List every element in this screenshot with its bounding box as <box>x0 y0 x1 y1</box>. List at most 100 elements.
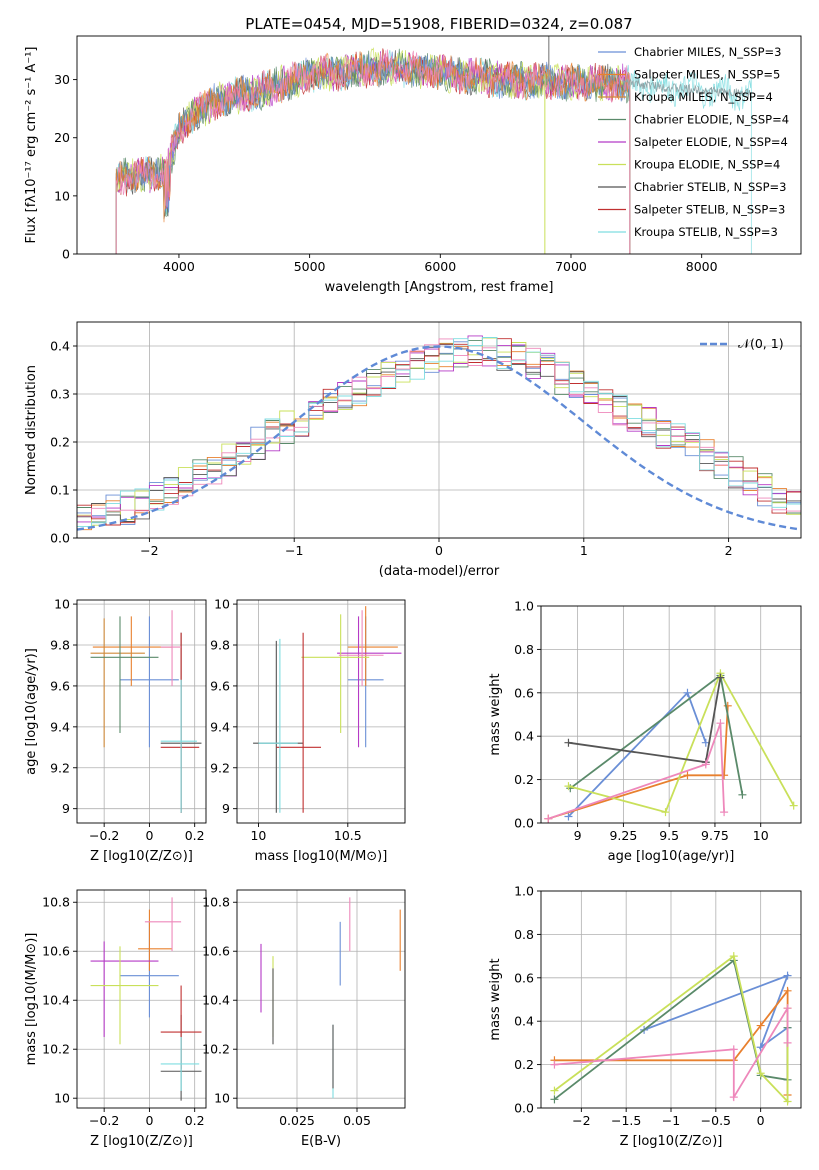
x-tick-label: 6000 <box>424 259 456 274</box>
x-axis-label: Z [log10(Z/Z⊙)] <box>90 1134 193 1149</box>
x-tick-label: 5000 <box>294 259 326 274</box>
weight-marker <box>683 771 692 780</box>
y-axis-label: Normed distribution <box>24 365 39 495</box>
histogram-step <box>77 337 801 527</box>
weight-marker <box>756 1021 765 1030</box>
panel-4: 9 9.25 9.5 9.75 10 0.0 0.2 0.4 0.6 0.8 1.0 age [log… <box>488 599 802 864</box>
histogram-step <box>77 338 801 517</box>
y-tick-label: 0 <box>62 247 70 262</box>
axes-frame <box>236 599 406 824</box>
x-tick-label: 7000 <box>555 259 587 274</box>
y-axis-label: mass weight <box>488 958 503 1040</box>
panel-5: −0.2 0 0.2 10 10.2 10.4 10.6 10.8 Z [log10(Z/Z⊙)… <box>24 889 207 1149</box>
plot-area <box>260 897 401 1099</box>
legend-label: Chabrier ELODIE, N_SSP=4 <box>634 113 789 127</box>
weight-marker <box>550 1095 559 1104</box>
y-axis-label: mass weight <box>488 673 503 755</box>
x-axis-label: age [log10(age/yr)] <box>608 849 735 864</box>
grid <box>77 890 206 1108</box>
x-tick-label: 10.5 <box>334 828 362 843</box>
legend: Chabrier MILES, N_SSP=3 Salpeter MILES, N… <box>598 45 789 239</box>
y-tick-label: 10.8 <box>42 895 70 910</box>
x-tick-label: −1 <box>662 1113 680 1128</box>
x-tick-label: 10 <box>250 828 266 843</box>
y-tick-label: 9.4 <box>210 719 230 734</box>
panel-0: 4000 5000 6000 7000 8000 0 10 20 30 wavelength [A… <box>24 15 802 295</box>
y-tick-label: 9.8 <box>210 638 230 653</box>
y-tick-label: 9.8 <box>50 638 70 653</box>
y-tick-label: 10.4 <box>202 993 230 1008</box>
weight-series <box>548 722 725 820</box>
x-tick-label: 2 <box>725 543 733 558</box>
weight-marker <box>756 1069 765 1078</box>
grid <box>237 600 405 823</box>
legend-label: 𝒩(0, 1) <box>738 336 784 351</box>
x-tick-label: −2 <box>140 543 158 558</box>
axes-frame <box>76 889 207 1109</box>
y-tick-label: 0.2 <box>514 772 534 787</box>
y-tick-label: 0.2 <box>514 1057 534 1072</box>
gaussian-curve <box>77 345 801 531</box>
observed-spectrum <box>622 78 752 99</box>
x-tick-label: −0.2 <box>89 828 119 843</box>
x-axis-label: (data-model)/error <box>379 564 500 579</box>
x-tick-label: 0.2 <box>185 828 205 843</box>
x-tick-label: 9.75 <box>701 828 729 843</box>
y-tick-label: 0.0 <box>514 816 534 831</box>
y-tick-label: 0.0 <box>514 1101 534 1116</box>
x-tick-label: 0.05 <box>343 1113 371 1128</box>
weight-marker <box>729 1093 738 1102</box>
y-tick-label: 10 <box>54 597 70 612</box>
x-tick-label: 4000 <box>163 259 195 274</box>
y-tick-label: 0.1 <box>50 483 70 498</box>
weight-marker <box>716 719 725 728</box>
weight-marker <box>701 760 710 769</box>
legend-label: Salpeter STELIB, N_SSP=3 <box>634 203 785 217</box>
x-tick-label: −0.2 <box>89 1113 119 1128</box>
y-tick-label: 0.6 <box>514 970 534 985</box>
y-tick-label: 0.8 <box>514 927 534 942</box>
weight-marker <box>783 986 792 995</box>
weight-marker <box>783 1097 792 1106</box>
legend-label: Chabrier STELIB, N_SSP=3 <box>634 180 786 194</box>
y-tick-label: 10 <box>54 188 70 203</box>
x-axis-label: mass [log10(M/M⊙)] <box>255 849 388 864</box>
spectrum-line <box>115 49 631 254</box>
weight-marker <box>661 808 670 817</box>
weight-marker <box>564 782 573 791</box>
y-tick-label: 10.6 <box>202 944 230 959</box>
weight-marker <box>783 1004 792 1013</box>
weight-marker <box>550 1060 559 1069</box>
weight-marker <box>716 673 725 682</box>
y-tick-label: 0.4 <box>514 729 534 744</box>
histogram-step <box>77 338 801 526</box>
axes-frame <box>76 35 802 255</box>
y-tick-label: 9 <box>222 801 230 816</box>
grid <box>237 890 405 1108</box>
weight-marker <box>550 1086 559 1095</box>
legend-label: Kroupa STELIB, N_SSP=3 <box>634 225 778 239</box>
y-tick-label: 9.4 <box>50 719 70 734</box>
y-tick-label: 20 <box>54 130 70 145</box>
plot-area <box>550 952 792 1106</box>
plot-area <box>115 36 752 254</box>
x-tick-label: 9 <box>574 828 582 843</box>
x-tick-label: 1 <box>580 543 588 558</box>
weight-marker <box>729 1045 738 1054</box>
weight-series <box>643 974 790 1050</box>
y-tick-label: 10.2 <box>202 1042 230 1057</box>
y-tick-label: 1.0 <box>514 599 534 614</box>
weight-marker <box>720 771 729 780</box>
weight-marker <box>683 688 692 697</box>
y-axis-label: mass [log10(M/M⊙)] <box>24 933 39 1066</box>
x-tick-label: 0 <box>145 828 153 843</box>
weight-series <box>567 691 707 818</box>
x-tick-label: 9.5 <box>659 828 679 843</box>
weight-marker <box>720 808 729 817</box>
grid <box>77 600 206 823</box>
legend-label: Kroupa MILES, N_SSP=4 <box>634 90 773 104</box>
grid <box>541 605 801 824</box>
y-tick-label: 0.0 <box>50 531 70 546</box>
x-tick-label: 0.2 <box>185 1113 205 1128</box>
panel-6: 0.025 0.05 10 10.2 10.4 10.6 10.8 E(B-V) <box>202 889 406 1149</box>
